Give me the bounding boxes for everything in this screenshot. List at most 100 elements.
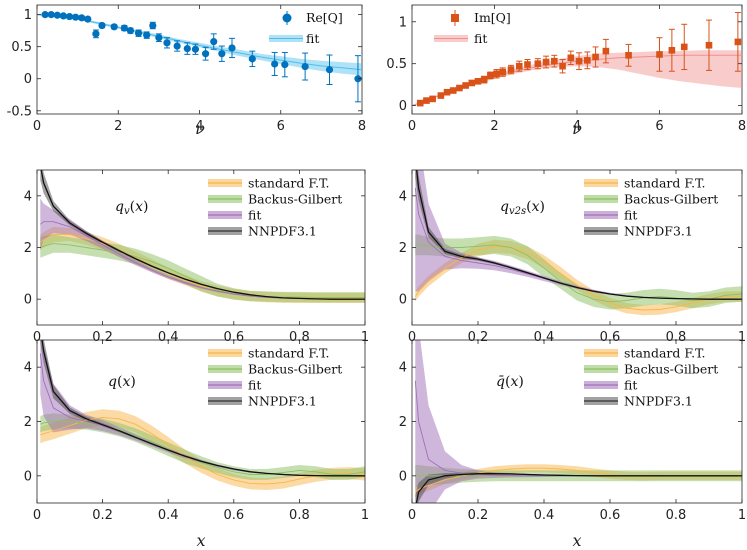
im-marker bbox=[499, 68, 507, 76]
qbar-line-nnpdf3-1 bbox=[415, 473, 742, 503]
qbar-band-fit bbox=[415, 340, 742, 503]
q-annotation-arg: (x) bbox=[117, 374, 136, 390]
legend-im-label: Im[Q] bbox=[474, 10, 511, 25]
im-xtick-label: 0 bbox=[408, 119, 416, 134]
re-marker bbox=[325, 66, 334, 74]
im-marker bbox=[474, 78, 482, 85]
im-marker bbox=[575, 57, 583, 65]
q-line-nnpdf3-1 bbox=[41, 340, 365, 477]
q-legend-label: fit bbox=[248, 378, 261, 393]
re-marker bbox=[126, 27, 135, 35]
im-marker bbox=[705, 41, 713, 49]
re-legend: Re[Q] fit bbox=[269, 10, 343, 46]
qv-xtick-label: 0.8 bbox=[289, 330, 310, 345]
im-data-point bbox=[468, 79, 476, 87]
im-marker bbox=[559, 62, 566, 70]
re-marker bbox=[120, 24, 128, 32]
re-marker bbox=[281, 61, 289, 69]
qv2s-legend-label: standard F.T. bbox=[624, 176, 706, 191]
re-marker bbox=[183, 45, 191, 53]
q-legend-label: Backus-Gilbert bbox=[248, 362, 342, 377]
re-xtick-label: 6 bbox=[277, 119, 285, 134]
im-data-point bbox=[499, 67, 507, 77]
q-lines-layer bbox=[39, 340, 365, 485]
im-marker bbox=[534, 60, 542, 67]
im-marker bbox=[507, 66, 515, 73]
re-data-point bbox=[71, 13, 80, 21]
re-marker bbox=[59, 12, 68, 20]
re-data-point bbox=[41, 11, 49, 19]
im-marker bbox=[656, 51, 663, 58]
panel-qv2s: 0 0.2 0.4 0.6 0.8 1 0 2 4 qv2s(x) standard F.T.B… bbox=[399, 169, 746, 345]
qv-annotation-arg: (x) bbox=[130, 199, 149, 215]
re-data-point bbox=[183, 42, 191, 55]
im-data-point bbox=[474, 78, 482, 85]
im-marker bbox=[493, 70, 500, 78]
qv2s-ytick-label: 2 bbox=[399, 241, 407, 256]
re-data-point bbox=[47, 11, 55, 19]
qv2s-ytick-label: 4 bbox=[399, 189, 407, 204]
qbar-ticks-layer: 0 0.2 0.4 0.6 0.8 1 0 2 4 bbox=[399, 340, 746, 523]
legend-im-fit-label: fit bbox=[474, 31, 487, 46]
qbar-annotation-arg: (x) bbox=[505, 374, 524, 390]
im-data-point bbox=[680, 23, 688, 71]
im-marker bbox=[680, 43, 688, 51]
im-points-layer bbox=[416, 12, 742, 107]
re-data-point bbox=[163, 37, 171, 49]
im-xtick-label: 8 bbox=[738, 119, 746, 134]
im-data-point bbox=[493, 69, 500, 79]
im-marker bbox=[423, 97, 430, 104]
q-ytick-label: 0 bbox=[24, 469, 32, 484]
im-data-point bbox=[705, 19, 713, 71]
qbar-line-fit bbox=[414, 380, 742, 477]
re-marker bbox=[301, 62, 309, 71]
im-marker bbox=[487, 72, 494, 79]
qv-line-backus-gilbert bbox=[40, 243, 365, 298]
qv2s-annotation-arg: (x) bbox=[526, 199, 545, 215]
qbar-legend-label: standard F.T. bbox=[624, 346, 706, 361]
re-marker bbox=[110, 23, 118, 31]
re-data-point bbox=[281, 51, 289, 78]
re-ytick-label: 0 bbox=[24, 72, 32, 87]
re-data-point bbox=[271, 51, 279, 77]
qv2s-legend-label: NNPDF3.1 bbox=[624, 224, 693, 239]
qbar-legend-label: NNPDF3.1 bbox=[624, 394, 693, 409]
q-ytick-label: 2 bbox=[24, 415, 32, 430]
im-data-point bbox=[734, 12, 742, 72]
im-data-point bbox=[515, 60, 523, 72]
qv-band-backus-gilbert bbox=[40, 234, 365, 303]
re-marker bbox=[92, 30, 100, 38]
im-marker bbox=[592, 53, 599, 61]
qbar-xlabel: x bbox=[572, 531, 581, 550]
qv-legend-label: fit bbox=[248, 208, 261, 223]
im-marker bbox=[551, 57, 558, 65]
im-data-point bbox=[567, 50, 575, 66]
re-data-point bbox=[59, 12, 68, 20]
qv-ytick-label: 2 bbox=[24, 241, 32, 256]
re-data-point bbox=[173, 40, 181, 52]
qv-ytick-label: 4 bbox=[24, 189, 32, 204]
im-data-point bbox=[416, 99, 424, 107]
qv-xtick-label: 0.2 bbox=[92, 330, 113, 345]
re-marker bbox=[41, 11, 49, 19]
re-data-point bbox=[301, 52, 309, 81]
im-marker bbox=[437, 92, 445, 99]
re-marker bbox=[201, 50, 210, 58]
qv-legend-label: Backus-Gilbert bbox=[248, 192, 342, 207]
qbar-xtick-label: 0 bbox=[408, 508, 416, 523]
re-xtick-label: 0 bbox=[33, 119, 41, 134]
q-ytick-label: 4 bbox=[24, 361, 32, 376]
q-xlabel: x bbox=[196, 531, 205, 550]
im-marker bbox=[429, 95, 436, 103]
im-ticks-layer: 0 2 4 6 8 0 0.5 1 bbox=[386, 5, 746, 134]
re-data-point bbox=[98, 21, 106, 30]
re-marker bbox=[84, 15, 92, 23]
im-marker bbox=[480, 76, 488, 83]
re-marker bbox=[65, 12, 74, 21]
im-data-point bbox=[602, 38, 610, 64]
qv-annotation: qv(x) bbox=[115, 199, 148, 217]
im-marker bbox=[443, 88, 451, 96]
